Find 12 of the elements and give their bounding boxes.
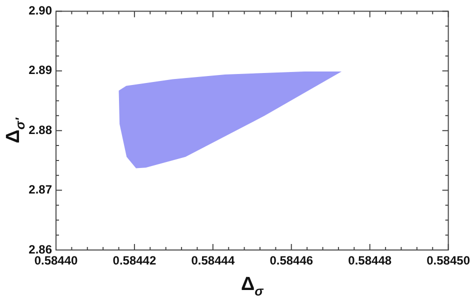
y-tick-label: 2.87 <box>28 182 52 197</box>
y-axis-title: Δσ' <box>3 117 28 144</box>
x-tick-label: 0.58440 <box>34 254 78 268</box>
y-tick-label: 2.86 <box>28 242 52 256</box>
y-tick-label: 2.89 <box>28 63 52 78</box>
x-tick-label: 0.58448 <box>348 254 392 268</box>
y-tick-label: 2.90 <box>28 4 52 18</box>
x-tick-label: 0.58446 <box>270 254 314 268</box>
x-tick-label: 0.58444 <box>191 254 235 268</box>
y-tick-label: 2.88 <box>28 122 52 137</box>
x-tick-label: 0.58442 <box>112 254 156 268</box>
x-tick-label: 0.58450 <box>426 254 470 268</box>
